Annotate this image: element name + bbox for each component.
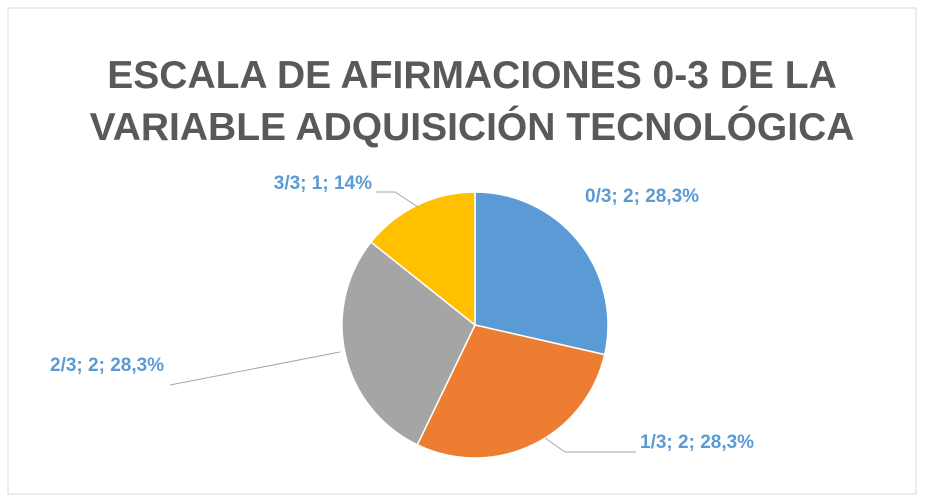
- chart-title: VARIABLE ADQUISICIÓN TECNOLÓGICA: [90, 105, 855, 149]
- leader-line: [376, 191, 419, 208]
- data-label: 3/3; 1; 14%: [274, 173, 372, 194]
- leader-line: [169, 351, 341, 386]
- pie-slice: [474, 191, 609, 356]
- pie-slice: [341, 241, 476, 446]
- data-label: 1/3; 2; 28,3%: [640, 432, 754, 453]
- pie-slice: [416, 324, 606, 459]
- chart-title: ESCALA DE AFIRMACIONES 0-3 DE LA: [107, 54, 837, 97]
- data-label: 2/3; 2; 28,3%: [50, 355, 164, 376]
- pie-slice: [369, 191, 476, 327]
- leader-line: [544, 437, 636, 453]
- data-label: 0/3; 2; 28,3%: [585, 186, 699, 207]
